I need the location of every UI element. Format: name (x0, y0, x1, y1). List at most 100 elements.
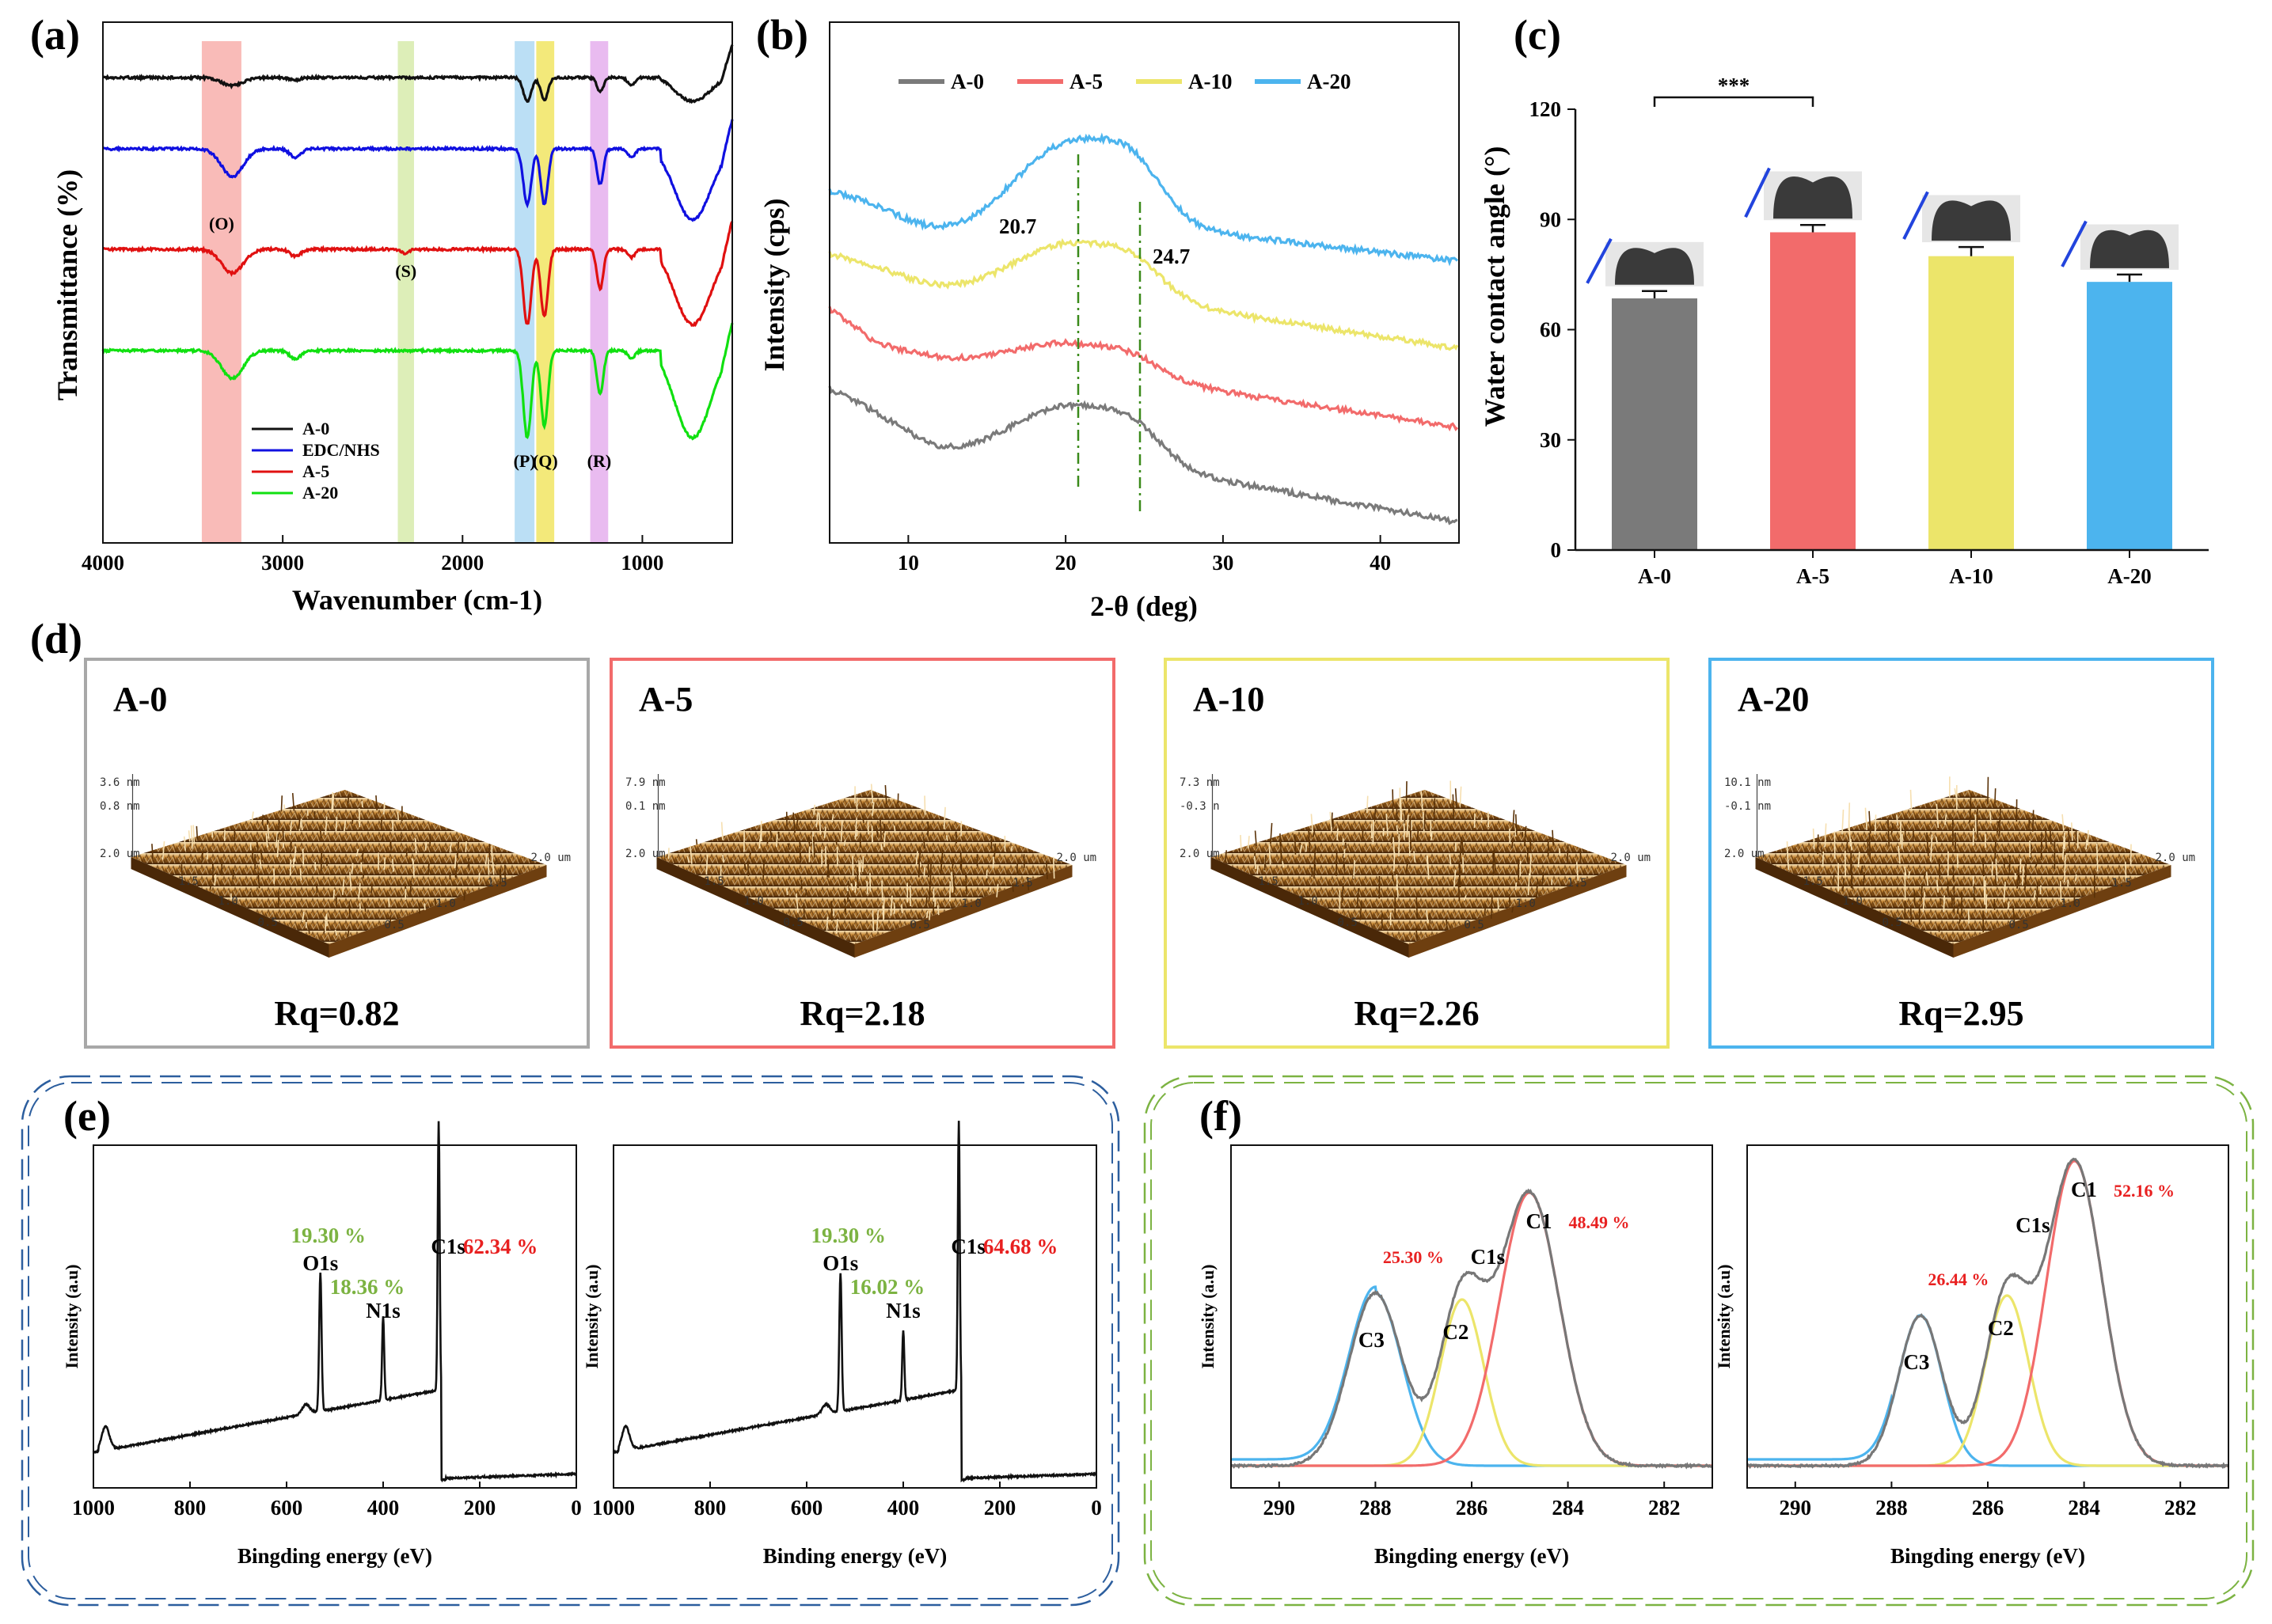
afm-spike (1373, 807, 1377, 822)
afm-spike (2003, 882, 2006, 903)
afm-y-10-3: 1.0 (1843, 895, 1863, 908)
ftir-y-label: Transmittance (%) (51, 169, 83, 400)
afm-spike (283, 804, 286, 811)
xps-c1s-tick-label-2: 286 (1972, 1496, 2004, 1520)
afm-spike (1514, 814, 1518, 836)
afm-spike (785, 888, 788, 896)
afm-spike (1841, 878, 1845, 892)
afm-spike (1936, 879, 1940, 893)
afm-spike (349, 871, 352, 891)
afm-spike (363, 902, 367, 913)
xps-c1s-c1s-label-0: C1s (1471, 1245, 1506, 1269)
afm-spike (919, 861, 921, 867)
afm-spike (342, 878, 345, 895)
xps-c1s-tick-label-3: 284 (1552, 1496, 1584, 1520)
afm-spike (815, 812, 819, 828)
xps-c1s-c1-pct-1: 52.16 % (2114, 1181, 2175, 1201)
afm-spike (872, 802, 875, 816)
afm-spike (1511, 837, 1514, 848)
afm-spike (1390, 833, 1394, 844)
afm-spike (925, 896, 928, 907)
afm-spike (454, 855, 457, 869)
contact-angle-xlabel-3: A-20 (2107, 564, 2152, 588)
afm-spike (302, 911, 305, 922)
afm-spike (823, 826, 826, 838)
ftir-legend-label-2: A-5 (302, 461, 329, 481)
afm-spike (690, 845, 693, 864)
xps-survey-plot-1: 1000 800 600 400 200 0 Binding energy (eV) Inte… (582, 1121, 1102, 1568)
afm-spike (2007, 901, 2010, 910)
ftir-spectra (101, 44, 734, 441)
panel-a-ftir: (a) (O) (S) (P)(Q) (R) 4000 3000 2000 1000 Wav… (30, 11, 734, 616)
afm-x-15-0: 1.5 (488, 877, 507, 890)
afm-x-05-3: 0.5 (2009, 919, 2029, 932)
afm-spike (743, 863, 747, 871)
afm-spike (1529, 854, 1532, 876)
xps-c1s-x-label-1: Bingding energy (eV) (1890, 1544, 2085, 1568)
afm-spike (1822, 851, 1825, 867)
afm-spike (260, 849, 264, 861)
contact-angle-ylabel-1: 30 (1540, 428, 1561, 452)
contact-angle-xlabel-2: A-10 (1949, 564, 1993, 588)
afm-spike (800, 879, 803, 890)
afm-spike (389, 840, 392, 853)
afm-spike (1270, 822, 1273, 844)
afm-spike (871, 825, 873, 843)
afm-spike (188, 830, 191, 842)
afm-spike (294, 846, 297, 863)
afm-spike (1247, 836, 1250, 849)
afm-spike (487, 857, 490, 875)
droplet-angle-2 (1902, 191, 1929, 240)
afm-spike (276, 833, 279, 840)
contact-angle-axes: A-0 A-5 A-10 A-20 0 30 60 90 120 *** (1529, 74, 2209, 588)
afm-spike (949, 881, 952, 901)
xps-survey-plots: 1000 800 600 400 200 0 Bingding energy (eV) Int… (62, 1121, 1102, 1568)
afm-spike (881, 880, 883, 901)
afm-spike (925, 911, 929, 919)
xps-c1s-c3-pct-1: 26.44 % (1928, 1269, 1989, 1289)
afm-spike (787, 843, 790, 850)
xps-survey-tick-label-2: 600 (791, 1496, 823, 1520)
afm-spike (289, 821, 293, 835)
afm-spike (1392, 837, 1396, 857)
afm-y-max-3: 2.0 um (1724, 848, 1765, 860)
afm-spike (1860, 865, 1864, 874)
afm-spike (1224, 850, 1228, 863)
afm-spike (1427, 855, 1430, 880)
xrd-legend-label-2: A-10 (1188, 70, 1233, 93)
afm-spike (1514, 882, 1518, 890)
afm-spike (2061, 836, 2065, 860)
afm-spike (192, 825, 196, 844)
afm-y-15-1: 1.5 (705, 875, 724, 888)
xps-c1s-y-label-1: Intensity (a.u) (1714, 1264, 1734, 1368)
afm-spike (1857, 852, 1860, 867)
afm-spike (1943, 895, 1945, 913)
afm-spike (835, 919, 838, 934)
contact-angle-y-label: Water contact angle (°) (1479, 146, 1510, 427)
xrd-tick-label-2: 30 (1212, 551, 1233, 575)
ftir-band-label-3: (Q) (533, 451, 558, 471)
afm-y-15-0: 1.5 (179, 875, 199, 888)
afm-spike (1313, 845, 1316, 870)
contact-angle-bar-0 (1612, 298, 1697, 550)
xrd-tick-label-0: 10 (898, 551, 919, 575)
afm-spike (826, 916, 829, 931)
afm-spike (1336, 828, 1339, 841)
afm-spike (211, 863, 215, 883)
afm-spike (1010, 846, 1013, 852)
xrd-series-2 (828, 237, 1459, 351)
afm-spike (1898, 845, 1901, 864)
afm-side-right-0 (329, 865, 547, 958)
afm-spike (1299, 844, 1302, 853)
panel-b-xrd: (b) 20.7 24.7 10 20 30 40 A-0 A-5 A-10 A-20 2-… (756, 11, 1460, 622)
afm-spike (996, 883, 999, 897)
afm-spike (928, 882, 931, 902)
afm-spike (2061, 814, 2065, 831)
afm-spike (1552, 829, 1554, 846)
afm-spike (1313, 864, 1316, 878)
afm-spike (261, 814, 264, 825)
xps-survey-frame-1 (613, 1144, 1097, 1489)
afm-spike (1913, 890, 1916, 905)
afm-spike (355, 848, 359, 857)
afm-spike (813, 804, 816, 815)
